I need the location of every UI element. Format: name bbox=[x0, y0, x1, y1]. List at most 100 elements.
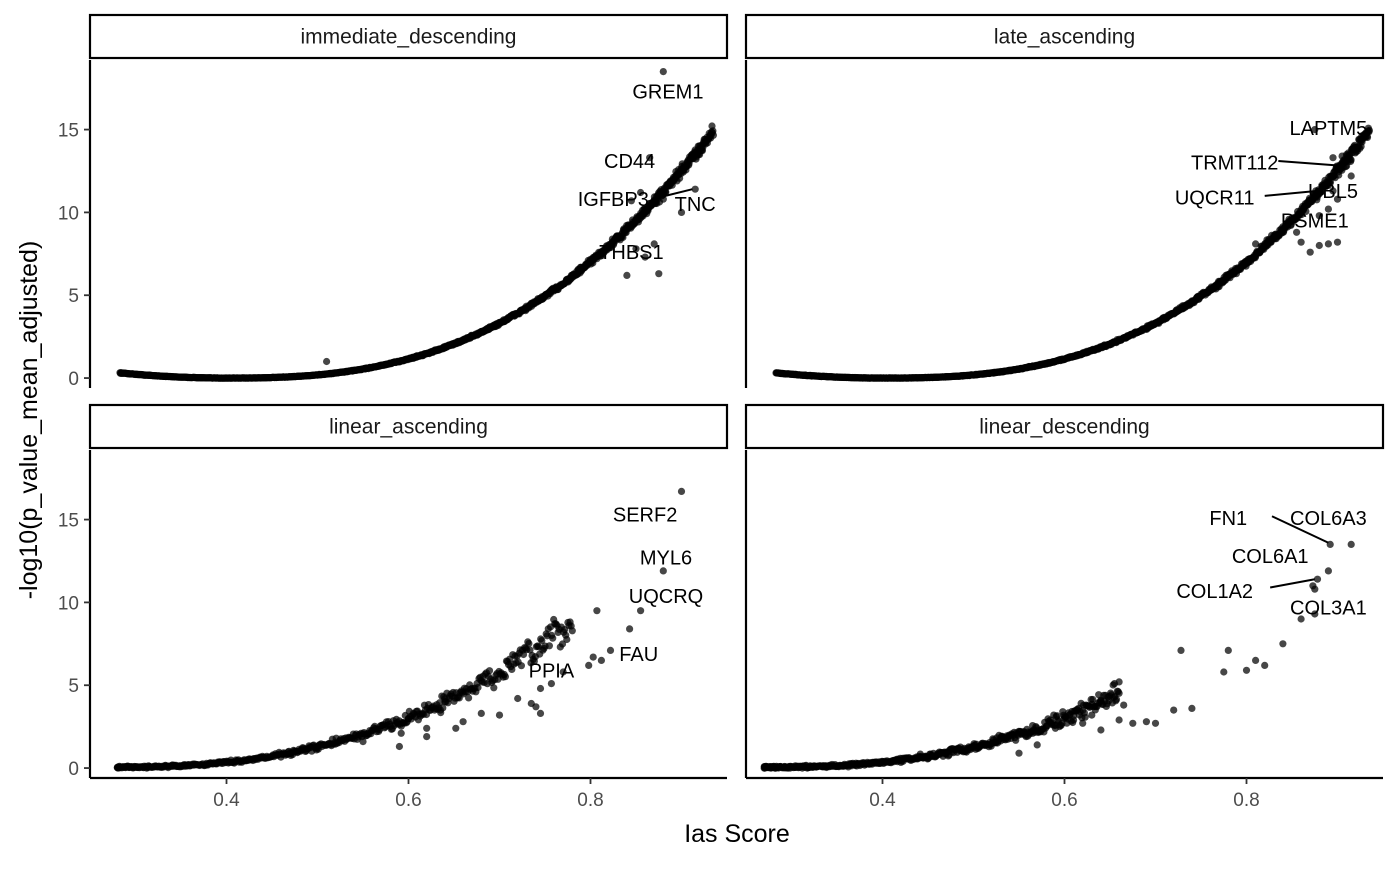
data-point bbox=[1363, 133, 1372, 141]
y-axis-title: -log10(p_value_mean_adjusted) bbox=[15, 241, 43, 600]
data-point bbox=[637, 607, 645, 615]
data-point bbox=[1177, 646, 1185, 655]
data-point bbox=[490, 684, 498, 692]
gene-label-fn1: FN1 bbox=[1209, 508, 1247, 530]
data-point bbox=[1297, 615, 1305, 623]
data-point bbox=[485, 667, 494, 675]
data-point bbox=[517, 662, 526, 670]
data-point bbox=[1347, 156, 1355, 164]
y-tick-label: 10 bbox=[58, 593, 79, 614]
data-point bbox=[1110, 680, 1119, 688]
data-point bbox=[1315, 188, 1323, 197]
gene-label-tnc: TNC bbox=[675, 194, 716, 216]
gene-label-igfbp3: IGFBP3 bbox=[578, 189, 649, 211]
data-point bbox=[495, 711, 504, 719]
facet-strip-label: linear_ascending bbox=[329, 416, 488, 439]
data-point bbox=[979, 739, 987, 747]
data-point bbox=[659, 567, 667, 575]
data-point bbox=[536, 709, 545, 718]
y-tick-label: 5 bbox=[68, 676, 79, 697]
data-point bbox=[673, 177, 681, 185]
gene-label-uqcr11: UQCR11 bbox=[1175, 188, 1255, 210]
gene-label-col6a1: COL6A1 bbox=[1232, 546, 1309, 568]
x-tick-label: 0.6 bbox=[1051, 790, 1077, 811]
data-point bbox=[459, 718, 467, 726]
label-leader-line bbox=[1278, 160, 1345, 168]
data-point bbox=[532, 703, 540, 711]
label-leader-line bbox=[1264, 189, 1318, 197]
data-point bbox=[1051, 724, 1059, 732]
data-point bbox=[1120, 701, 1128, 709]
data-point bbox=[323, 357, 331, 366]
y-tick-label: 5 bbox=[68, 286, 79, 307]
gene-label-cd44: CD44 bbox=[604, 151, 655, 173]
facet-strip bbox=[88, 13, 729, 60]
data-point bbox=[397, 729, 405, 737]
points-group bbox=[760, 540, 1355, 772]
data-point bbox=[359, 738, 367, 746]
data-point bbox=[1297, 238, 1305, 246]
data-point bbox=[526, 646, 534, 654]
gene-label-thbs1: THBS1 bbox=[599, 242, 663, 264]
data-point bbox=[650, 240, 658, 248]
data-point bbox=[1097, 726, 1105, 734]
data-point bbox=[558, 640, 567, 648]
data-point bbox=[1070, 716, 1078, 724]
facet-strip bbox=[88, 403, 729, 450]
data-point bbox=[606, 646, 615, 655]
data-point bbox=[677, 487, 686, 495]
data-point bbox=[626, 625, 634, 633]
data-point bbox=[1347, 540, 1355, 549]
gene-label-grem1: GREM1 bbox=[632, 82, 703, 104]
data-point bbox=[1338, 152, 1346, 160]
data-point bbox=[659, 68, 667, 76]
data-point bbox=[1170, 706, 1178, 714]
gene-label-myl6: MYL6 bbox=[640, 548, 692, 570]
gene-label-col3a1: COL3A1 bbox=[1290, 597, 1367, 619]
data-point bbox=[568, 627, 576, 635]
data-point bbox=[691, 185, 699, 193]
data-point bbox=[1220, 668, 1228, 676]
data-point bbox=[1079, 719, 1087, 727]
gene-label-psme1: PSME1 bbox=[1281, 211, 1349, 233]
gene-label-ubl5: UBL5 bbox=[1308, 181, 1358, 203]
data-point bbox=[646, 154, 654, 162]
data-point bbox=[1060, 713, 1069, 721]
data-point bbox=[1302, 207, 1310, 215]
data-point bbox=[286, 749, 294, 757]
data-point bbox=[1324, 567, 1332, 575]
data-point bbox=[1329, 154, 1337, 162]
x-tick-label: 0.6 bbox=[395, 790, 421, 811]
y-tick-label: 15 bbox=[58, 511, 79, 532]
data-point bbox=[1151, 719, 1160, 727]
data-point bbox=[1313, 575, 1322, 583]
data-point bbox=[1311, 126, 1319, 134]
data-point bbox=[655, 270, 663, 278]
facet-panel-linear_descending: linear_descending FN1 COL6A3 COL6A1 COL1A2 CO… bbox=[744, 403, 1385, 811]
points-group bbox=[113, 487, 686, 772]
data-point bbox=[1343, 162, 1351, 170]
data-point bbox=[1324, 205, 1332, 213]
data-point bbox=[1252, 656, 1260, 665]
data-point bbox=[436, 706, 444, 714]
data-point bbox=[1129, 719, 1137, 727]
data-point bbox=[597, 656, 606, 665]
data-point bbox=[1242, 666, 1251, 674]
y-tick-label: 0 bbox=[68, 369, 79, 390]
data-point bbox=[1261, 661, 1269, 670]
gene-label-trmt112: TRMT112 bbox=[1191, 153, 1278, 175]
gene-label-col1a2: COL1A2 bbox=[1176, 581, 1253, 603]
data-point bbox=[623, 271, 631, 279]
data-point bbox=[465, 694, 473, 702]
data-point bbox=[1252, 240, 1260, 248]
x-tick-label: 0.4 bbox=[213, 790, 240, 811]
gene-label-col6a3: COL6A3 bbox=[1290, 508, 1367, 530]
x-tick-label: 0.8 bbox=[577, 790, 603, 811]
gene-label-serf2: SERF2 bbox=[613, 505, 677, 527]
data-point bbox=[585, 661, 593, 670]
data-point bbox=[589, 653, 597, 661]
data-point bbox=[632, 245, 640, 253]
label-leader-line bbox=[1269, 578, 1315, 589]
data-point bbox=[525, 639, 533, 648]
